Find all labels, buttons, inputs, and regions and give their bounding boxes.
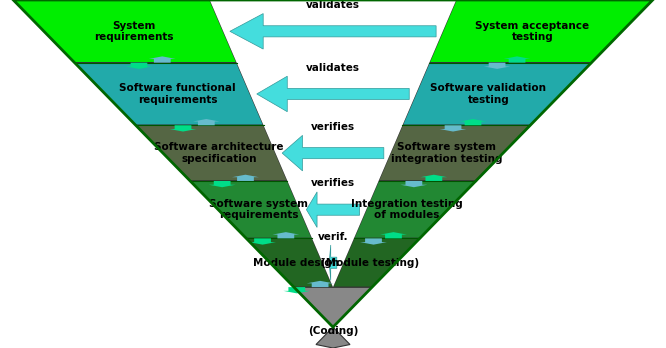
Polygon shape (125, 63, 153, 69)
Polygon shape (400, 181, 428, 187)
Polygon shape (249, 238, 276, 245)
Text: Software validation
testing: Software validation testing (430, 83, 546, 105)
Polygon shape (272, 232, 299, 238)
Polygon shape (380, 232, 407, 238)
Polygon shape (170, 125, 196, 132)
Polygon shape (294, 287, 372, 348)
Text: Software system
integration testing: Software system integration testing (391, 142, 503, 164)
Polygon shape (257, 76, 409, 112)
Polygon shape (420, 175, 448, 181)
Polygon shape (329, 245, 337, 280)
Polygon shape (13, 0, 236, 63)
Polygon shape (430, 0, 653, 63)
Text: (Coding): (Coding) (308, 326, 358, 335)
Polygon shape (232, 175, 259, 181)
Polygon shape (246, 238, 333, 287)
Polygon shape (354, 181, 476, 238)
Text: Software system
requirements: Software system requirements (210, 199, 308, 221)
Polygon shape (75, 63, 264, 125)
Text: System
requirements: System requirements (94, 21, 173, 42)
Text: Software functional
requirements: Software functional requirements (119, 83, 236, 105)
Text: verifies: verifies (311, 179, 355, 189)
Polygon shape (333, 238, 420, 287)
Polygon shape (190, 181, 312, 238)
Polygon shape (378, 125, 530, 181)
Polygon shape (460, 119, 486, 125)
Polygon shape (193, 119, 220, 125)
Polygon shape (306, 281, 334, 287)
Text: Software architecture
specification: Software architecture specification (155, 142, 284, 164)
Polygon shape (484, 63, 511, 69)
Text: validates: validates (306, 0, 360, 10)
Text: (Module testing): (Module testing) (320, 258, 419, 268)
Text: Integration testing
of modules: Integration testing of modules (351, 199, 463, 221)
Text: Module design: Module design (253, 258, 340, 268)
Polygon shape (149, 56, 176, 63)
Text: verif.: verif. (318, 231, 348, 242)
Polygon shape (283, 287, 310, 293)
Polygon shape (503, 56, 531, 63)
Polygon shape (360, 238, 387, 245)
Polygon shape (230, 14, 436, 49)
Polygon shape (440, 125, 466, 132)
Text: validates: validates (306, 63, 360, 73)
Text: verifies: verifies (311, 122, 355, 132)
Polygon shape (306, 192, 360, 228)
Polygon shape (136, 125, 288, 181)
Polygon shape (208, 181, 236, 187)
Polygon shape (402, 63, 591, 125)
Text: System acceptance
testing: System acceptance testing (476, 21, 589, 42)
Polygon shape (282, 135, 384, 171)
Polygon shape (210, 0, 456, 287)
